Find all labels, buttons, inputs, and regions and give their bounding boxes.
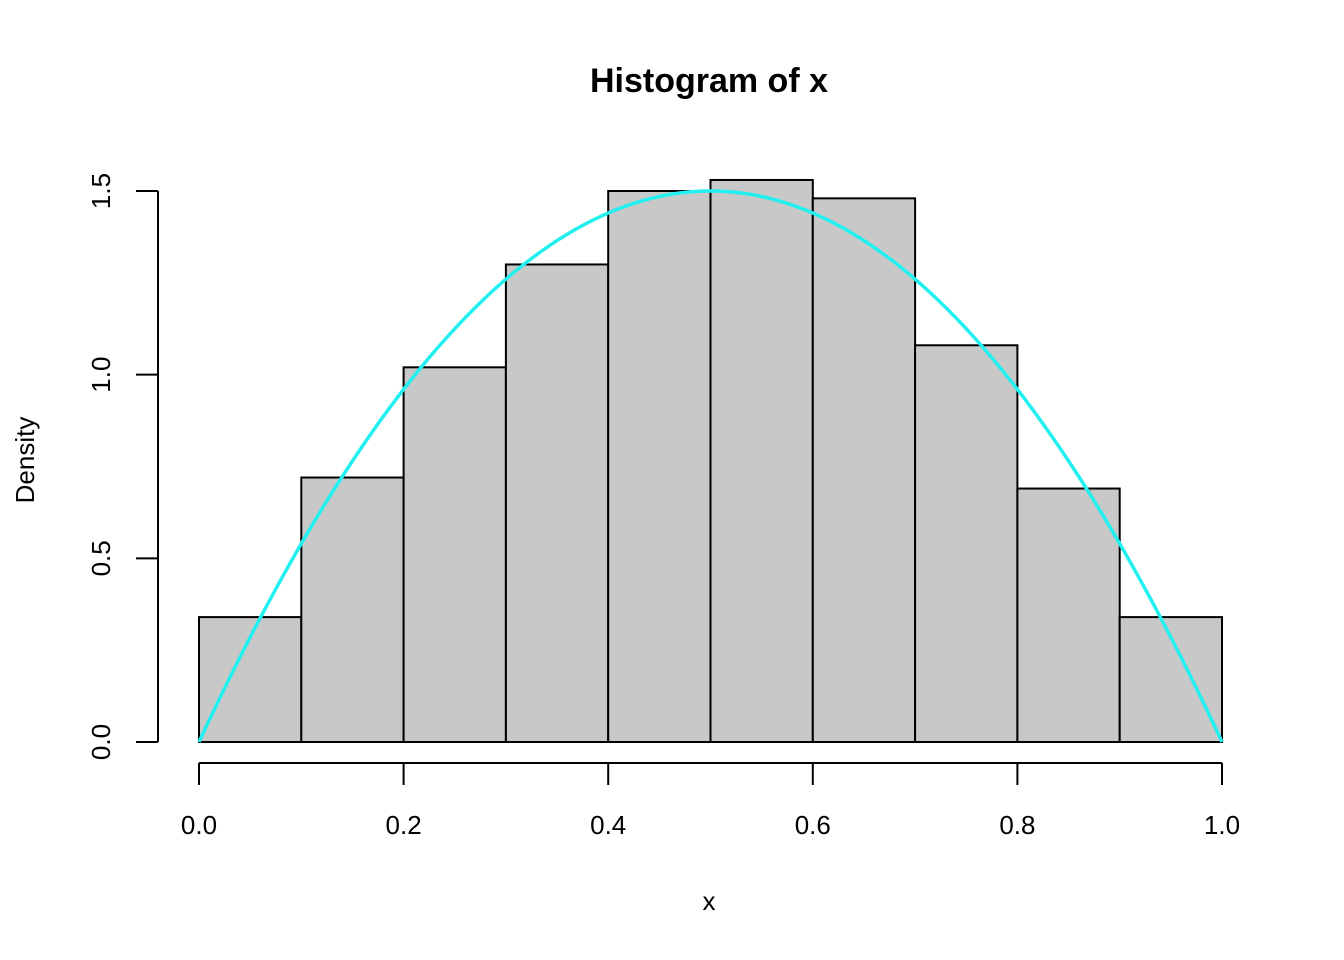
y-tick-label-0: 0.0 xyxy=(86,724,116,760)
density-curve xyxy=(197,189,1224,743)
histogram-bar-1 xyxy=(300,476,405,743)
x-tick-label-5: 1.0 xyxy=(1204,810,1240,840)
histogram-bar-3 xyxy=(504,263,610,743)
x-axis: 0.0 0.2 0.4 0.6 0.8 1.0 xyxy=(181,762,1240,840)
histogram-bar-5 xyxy=(709,178,814,744)
x-tick-label-3: 0.6 xyxy=(795,810,831,840)
x-tick-label-1: 0.2 xyxy=(386,810,422,840)
x-tick-label-0: 0.0 xyxy=(181,810,217,840)
y-axis: 0.0 0.5 1.0 1.5 xyxy=(86,173,159,760)
y-tick-label-1: 0.5 xyxy=(86,540,116,576)
histogram-bar-2 xyxy=(402,366,507,743)
y-axis-label: Density xyxy=(10,417,40,504)
bars-group xyxy=(198,178,1223,744)
histogram-bar-4 xyxy=(607,190,712,743)
y-tick-label-3: 1.5 xyxy=(86,173,116,209)
histogram-bar-8 xyxy=(1016,487,1121,744)
x-axis-label: x xyxy=(703,886,716,916)
y-tick-label-2: 1.0 xyxy=(86,357,116,393)
histogram-bar-7 xyxy=(914,344,1019,743)
chart-title: Histogram of x xyxy=(590,62,828,100)
x-tick-label-2: 0.4 xyxy=(590,810,626,840)
histogram-bar-6 xyxy=(811,197,917,743)
x-tick-label-4: 0.8 xyxy=(999,810,1035,840)
